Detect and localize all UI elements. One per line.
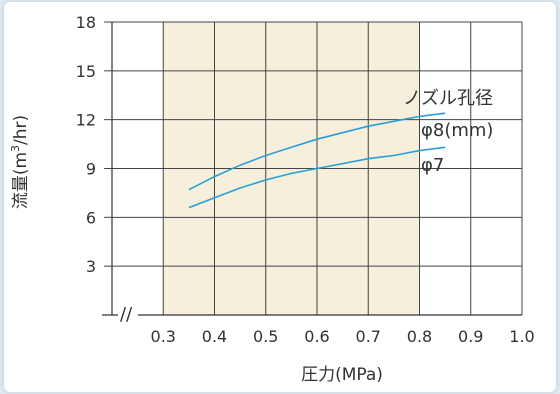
y-tick-label: 3: [86, 257, 96, 276]
y-tick-label: 6: [86, 208, 96, 227]
y-tick-label: 9: [86, 160, 96, 179]
axis-layer: [102, 21, 523, 322]
x-tick-label: 0.8: [407, 327, 432, 346]
y-axis-title-main: 流量: [11, 175, 31, 209]
series-line-1: [188, 146, 446, 209]
y-axis-title-unit-post: /hr): [11, 115, 31, 145]
y-tick-label: 15: [76, 62, 96, 81]
y-tick-label: 18: [76, 13, 96, 32]
series-layer: [188, 112, 446, 209]
x-tick-label: 0.9: [458, 327, 483, 346]
axis-break-mark: //: [120, 304, 133, 325]
series-line-0: [188, 112, 446, 191]
x-tick-label: 0.5: [253, 327, 278, 346]
y-axis-title-unit-sup: 3: [9, 145, 22, 152]
x-tick-label: 0.7: [356, 327, 381, 346]
tick-label-layer: 0.3 0.4 0.5 0.6 0.7 0.8 0.9 1.0 3 6 9 12 15 18: [76, 13, 535, 346]
x-tick-label: 1.0: [509, 327, 534, 346]
y-tick-label: 12: [76, 111, 96, 130]
series-label-phi7: φ7: [421, 155, 444, 176]
axis-break-gap: [118, 306, 138, 322]
x-tick-label: 0.6: [304, 327, 329, 346]
x-tick-label: 0.3: [151, 327, 176, 346]
x-tick-label: 0.4: [202, 327, 227, 346]
annotation-nozzle-diameter: ノズル孔径: [403, 88, 493, 109]
y-axis-title-unit-pre: (m: [11, 152, 31, 175]
series-label-phi8: φ8(mm): [421, 120, 493, 141]
y-axis-title: 流量(m3/hr): [9, 115, 31, 209]
x-axis-title: 圧力(MPa): [301, 365, 383, 385]
